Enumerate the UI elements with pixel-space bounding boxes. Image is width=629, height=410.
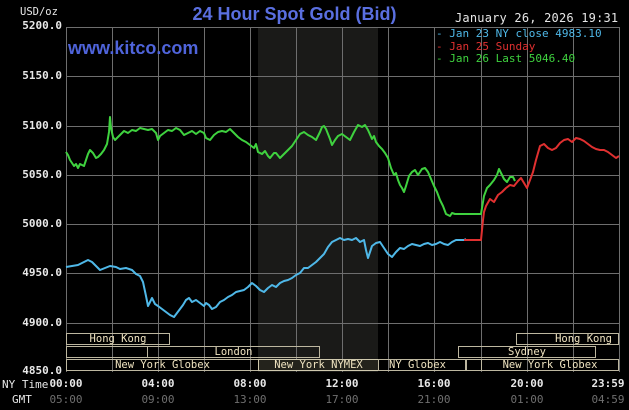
series-jan26-line — [65, 116, 516, 217]
chart-title-text: 24 Hour Spot Gold (Bid) — [192, 4, 397, 24]
chart-title: 24 Hour Spot Gold (Bid) — [0, 4, 629, 25]
series-jan23-line — [65, 237, 467, 318]
y-tick-5200: 5200.0 — [22, 19, 62, 32]
y-tick-5150: 5150.0 — [22, 69, 62, 82]
gmt-tick-0500: 05:00 — [49, 393, 83, 406]
x-tick-2000: 20:00 — [510, 377, 544, 390]
gmt-tick-2100: 21:00 — [417, 393, 451, 406]
gmt-row-label: GMT — [12, 393, 32, 406]
gmt-tick-1700: 17:00 — [325, 393, 359, 406]
y-axis-units: USD/oz — [20, 6, 58, 18]
y-tick-5000: 5000.0 — [22, 217, 62, 230]
y-tick-5100: 5100.0 — [22, 119, 62, 132]
x-tick-1600: 16:00 — [417, 377, 451, 390]
kitco-watermark: www.kitco.com — [68, 38, 199, 58]
session-hong-kong-2: Hong Kong — [516, 333, 619, 345]
gmt-tick-0100: 01:00 — [510, 393, 544, 406]
y-tick-4850: 4850.0 — [22, 364, 62, 377]
session-ny-globex-1: New York Globex — [66, 359, 259, 371]
series-jan25-line — [464, 137, 620, 241]
legend-item-jan26: - Jan 26 Last 5046.40 — [436, 52, 576, 65]
y-tick-4900: 4900.0 — [22, 316, 62, 329]
x-tick-0000: 00:00 — [49, 377, 83, 390]
x-tick-2359: 23:59 — [591, 377, 625, 390]
gmt-tick-0459: 04:59 — [591, 393, 625, 406]
ny-time-row-label: NY Time — [2, 378, 49, 391]
y-tick-5050: 5050.0 — [22, 168, 62, 181]
session-ny-globex-3: New York Globex — [481, 359, 619, 371]
session-ny-nymex: New York NYMEX — [258, 359, 379, 371]
chart-datetime: January 26, 2026 19:31 — [455, 11, 619, 25]
x-tick-0800: 08:00 — [233, 377, 267, 390]
session-london: London — [147, 346, 320, 358]
vertical-gridlines — [66, 27, 620, 372]
x-tick-1200: 12:00 — [325, 377, 359, 390]
session-sydney: Sydney — [458, 346, 596, 358]
x-tick-0400: 04:00 — [141, 377, 175, 390]
session-gap — [466, 359, 482, 371]
session-hong-kong-1: Hong Kong — [66, 333, 170, 345]
gmt-tick-0900: 09:00 — [141, 393, 175, 406]
session-ny-globex-2: NY Globex — [378, 359, 466, 371]
nymex-shade — [258, 27, 378, 372]
chart-legend: - Jan 23 NY close 4983.10 - Jan 25 Sunda… — [436, 27, 602, 66]
gmt-tick-1300: 13:00 — [233, 393, 267, 406]
legend-item-jan25: - Jan 25 Sunday — [436, 39, 536, 53]
y-tick-4950: 4950.0 — [22, 266, 62, 279]
session-blank-left — [66, 346, 148, 358]
legend-item-jan23: - Jan 23 NY close 4983.10 — [436, 27, 602, 40]
